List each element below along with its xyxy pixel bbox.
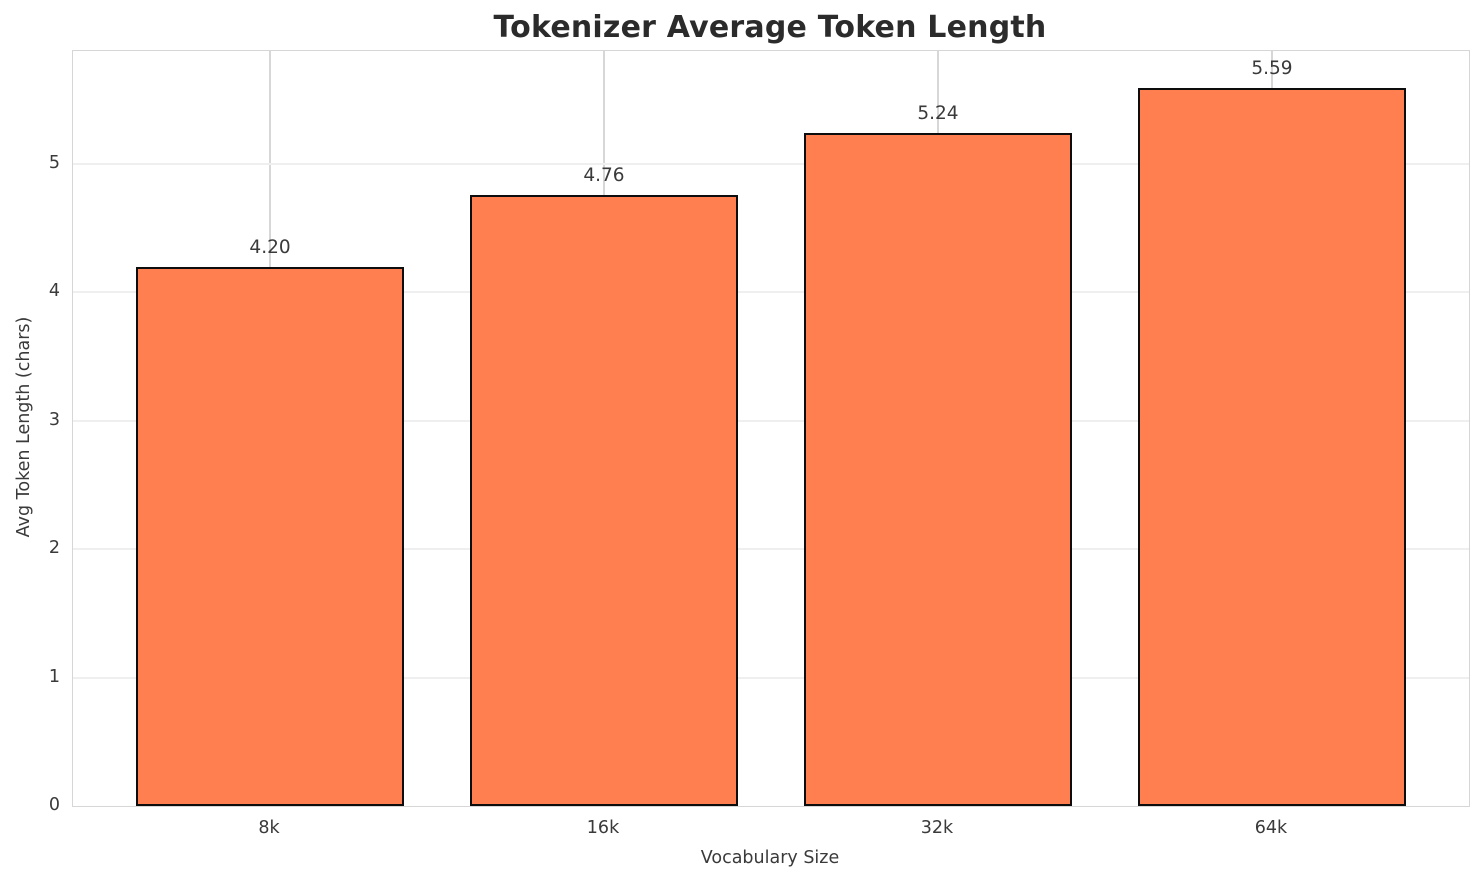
chart-title: Tokenizer Average Token Length	[493, 10, 1047, 45]
x-tick-label: 16k	[586, 818, 620, 838]
x-tick-label: 64k	[1254, 818, 1288, 838]
bar-value-label: 5.59	[1251, 58, 1293, 80]
bar-8k	[136, 266, 404, 806]
x-axis-label: Vocabulary Size	[700, 848, 840, 868]
y-tick-label: 0	[48, 795, 60, 815]
horizontal-gridline	[73, 676, 1469, 679]
bar-value-label: 4.76	[583, 164, 625, 186]
y-tick-label: 4	[48, 281, 60, 302]
horizontal-gridline	[73, 419, 1469, 422]
horizontal-gridline	[73, 548, 1469, 551]
bar-value-label: 4.20	[249, 236, 291, 258]
y-axis-label-text: Avg Token Length (chars)	[14, 316, 34, 538]
y-tick-label: 3	[48, 409, 60, 430]
plot-area: 4.20 4.76 5.24 5.59	[72, 50, 1470, 807]
horizontal-gridline	[73, 162, 1469, 165]
x-tick-label: 32k	[920, 818, 954, 838]
x-tick-label: 8k	[258, 818, 280, 838]
y-tick-label: 5	[48, 152, 60, 173]
y-tick-label: 1	[48, 666, 60, 687]
horizontal-gridline	[73, 291, 1469, 294]
bar-16k	[470, 194, 738, 806]
bar-value-label: 5.24	[917, 103, 959, 125]
y-tick-label: 2	[48, 538, 60, 559]
bar-64k	[1138, 88, 1406, 806]
bar-32k	[804, 133, 1072, 806]
